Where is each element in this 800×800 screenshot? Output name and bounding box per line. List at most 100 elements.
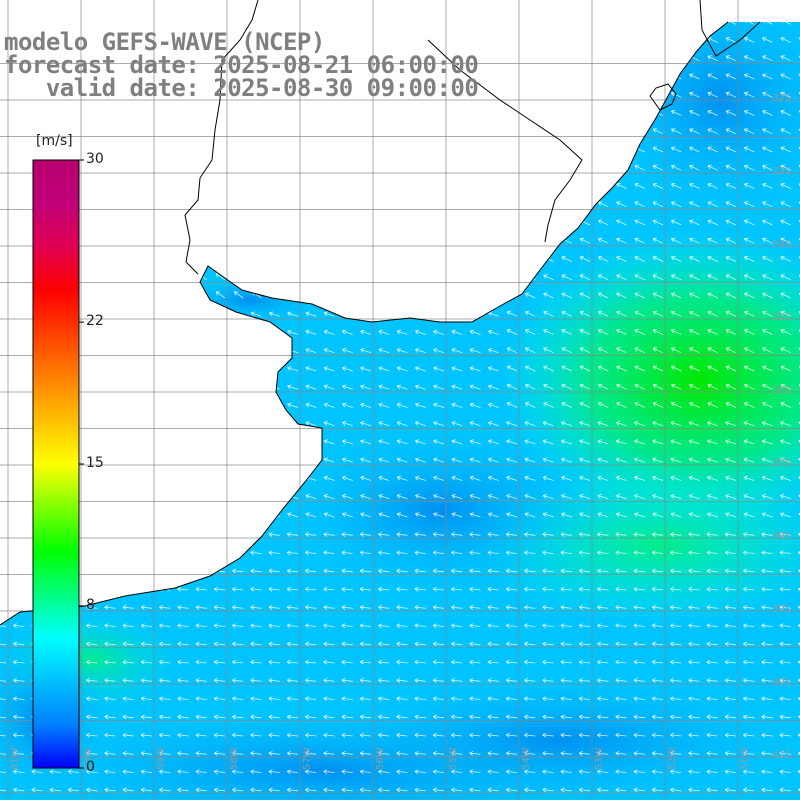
wind-arrow [524,494,536,500]
wind-arrow [689,91,700,98]
wind-arrow [487,550,499,556]
wind-arrow [543,310,554,317]
wind-arrow [141,366,153,372]
wind-arrow [305,714,317,720]
wind-arrow [487,659,499,665]
wind-arrow [396,348,408,354]
wind-arrow [286,696,299,702]
wind-arrow [578,641,591,647]
wind-arrow [159,751,171,756]
wind-arrow [122,787,134,793]
wind-arrow [724,696,737,702]
wind-arrow [434,200,445,208]
wind-arrow [360,421,372,427]
wind-arrow [524,365,536,372]
longitude-label: 54W [521,747,532,770]
wind-arrow [543,183,554,189]
wind-arrow [708,1,718,6]
wind-arrow [689,347,700,354]
wind-arrow [361,218,372,226]
wind-arrow [542,439,554,445]
wind-arrow [323,475,335,481]
wind-arrow [214,402,226,408]
wind-arrow [124,145,135,153]
wind-arrow [86,678,98,683]
wind-arrow [471,273,481,281]
wind-arrow [160,273,171,281]
wind-arrow [141,457,153,463]
wind-arrow [688,568,700,574]
wind-arrow [489,35,500,43]
wind-arrow [325,145,335,153]
wind-arrow [615,532,627,537]
wind-arrow [597,73,609,80]
wind-arrow [469,550,481,556]
wind-arrow [434,236,445,244]
wind-arrow [670,201,682,208]
wind-arrow [323,732,335,738]
wind-arrow [578,623,591,629]
wind-arrow [761,732,773,738]
wind-arrow [159,402,171,408]
wind-arrow [779,586,791,592]
wind-arrow [195,696,207,702]
wind-arrow [305,732,317,738]
wind-arrow [615,751,627,756]
wind-arrow [616,37,627,43]
wind-arrow [287,311,299,317]
wind-arrow [670,439,682,445]
wind-arrow [124,181,135,189]
longitude-label: 58W [229,747,240,770]
wind-arrow [216,0,225,6]
wind-arrow [250,714,262,720]
wind-arrow [560,751,572,756]
wind-arrow [725,274,737,281]
wind-arrow [159,568,171,574]
wind-arrow [268,532,280,537]
wind-arrow [14,254,25,262]
wind-arrow [689,237,700,244]
wind-arrow [414,348,426,354]
wind-arrow [506,457,518,463]
wind-arrow [233,254,244,262]
wind-arrow [761,641,773,647]
wind-arrow [416,218,427,226]
wind-arrow [433,329,445,335]
wind-arrow [0,366,7,372]
wind-arrow [780,201,791,208]
wind-arrow [396,605,408,610]
wind-arrow [13,751,25,756]
wind-arrow [762,274,773,281]
wind-arrow [268,659,280,665]
wind-arrow [524,568,536,574]
wind-arrow [597,237,609,244]
wind-arrow [634,219,645,226]
wind-arrow [761,769,773,775]
wind-arrow [398,108,408,116]
wind-arrow [140,714,153,720]
wind-arrow [688,751,700,756]
wind-arrow [140,787,153,793]
wind-arrow [305,457,317,463]
wind-arrow [195,714,207,720]
wind-arrow [305,696,317,702]
wind-arrow [652,164,664,171]
wind-arrow [670,512,682,518]
wind-arrow [652,91,664,98]
wind-arrow [414,439,426,445]
wind-arrow [597,402,609,408]
wind-arrow [688,787,700,793]
wind-arrow [0,678,7,683]
wind-arrow [159,329,171,335]
wind-arrow [633,421,645,427]
wind-arrow [762,128,773,135]
wind-arrow [396,751,408,756]
wind-arrow [195,494,207,500]
wind-arrow [724,568,737,574]
wind-arrow [725,347,737,354]
wind-arrow [597,55,609,62]
wind-arrow [250,311,262,317]
wind-arrow [471,35,481,43]
wind-arrow [104,641,116,647]
wind-arrow [579,494,591,500]
